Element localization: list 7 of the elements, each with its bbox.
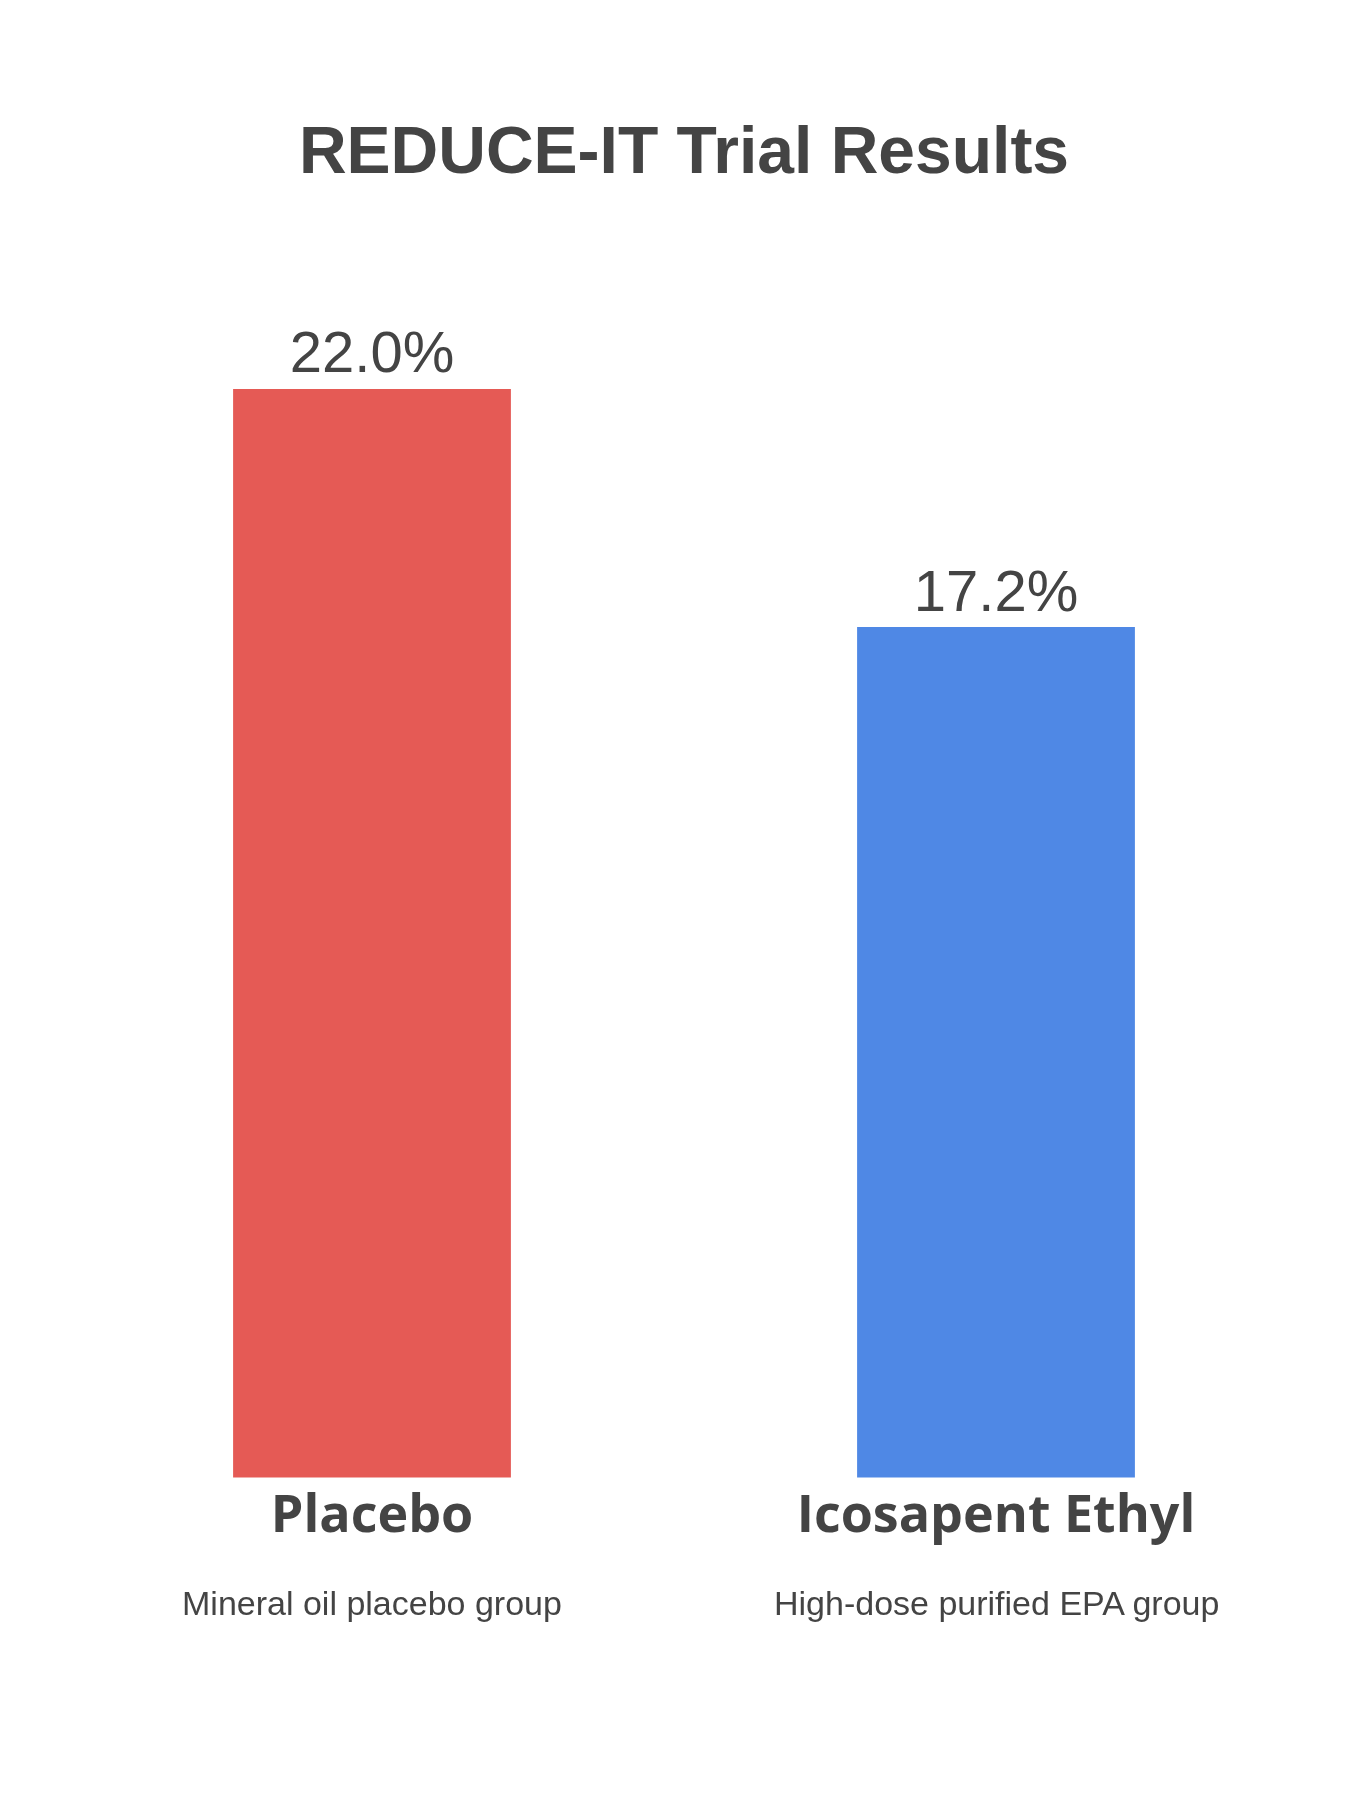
data-label: 17.2% xyxy=(913,557,1079,623)
text: Mineral oil placebo group xyxy=(182,1584,562,1622)
data-label: 22.0% xyxy=(289,319,455,385)
text: High-dose purified EPA group xyxy=(774,1584,1220,1622)
chart-title: REDUCE-IT Trial Results xyxy=(298,112,1070,187)
x-tick-label: Icosapent Ethyl xyxy=(796,1476,1196,1547)
x-tick-label: Placebo xyxy=(270,1476,474,1547)
